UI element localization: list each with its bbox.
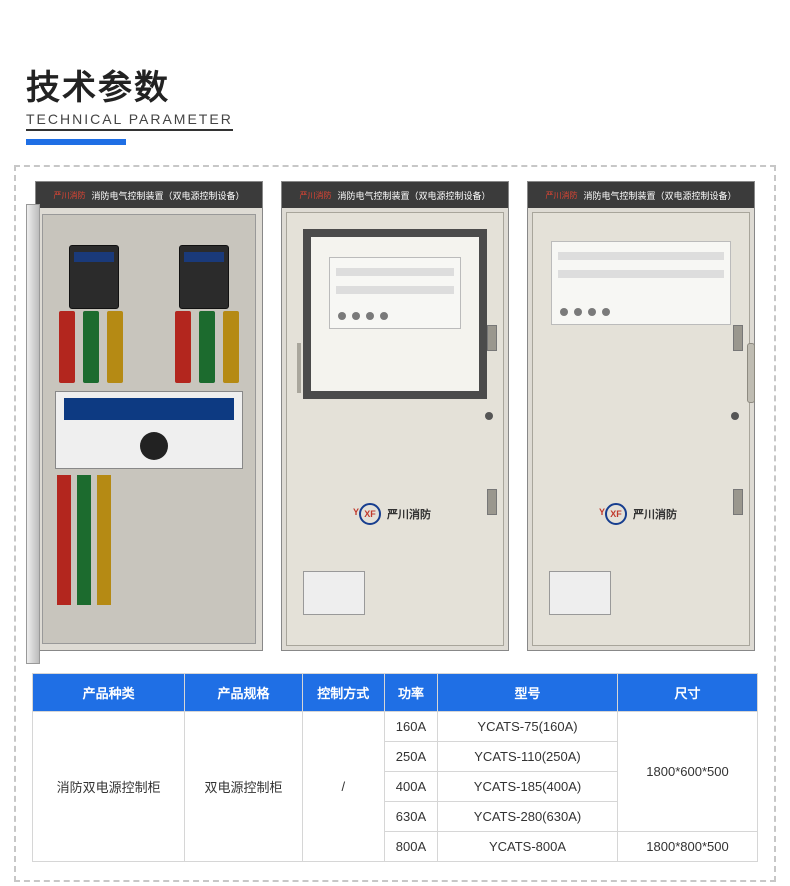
th-model: 型号 [438, 674, 618, 712]
busbars [55, 311, 243, 383]
page-header: 技术参数 TECHNICAL PARAMETER [0, 0, 790, 145]
breaker-left [69, 245, 119, 309]
cabinet-closed-window: 严川消防 消防电气控制装置（双电源控制设备） X [281, 181, 509, 651]
logo-mark-icon: XF [359, 503, 381, 525]
cell-power: 400A [384, 772, 437, 802]
hinge-icon [487, 325, 497, 351]
logo-mark-icon: XF [605, 503, 627, 525]
cell-size: 1800*800*500 [618, 832, 758, 862]
breaker-right [179, 245, 229, 309]
brand-label: 严川消防 [53, 190, 85, 201]
cabinet-interior [42, 214, 256, 644]
hinge-icon [487, 489, 497, 515]
th-control: 控制方式 [302, 674, 384, 712]
door-window [303, 229, 487, 399]
cabinet-closed-solid: 严川消防 消防电气控制装置（双电源控制设备） XF 严川消防 [527, 181, 755, 651]
cell-power: 250A [384, 742, 437, 772]
top-accent-stripe [0, 0, 790, 14]
cell-model: YCATS-110(250A) [438, 742, 618, 772]
control-panel [551, 241, 731, 325]
cell-model: YCATS-800A [438, 832, 618, 862]
cabinet-open: 严川消防 消防电气控制装置（双电源控制设备） [35, 181, 263, 651]
cell-model: YCATS-75(160A) [438, 712, 618, 742]
brand-text: 严川消防 [633, 506, 677, 522]
nameplate [303, 571, 365, 615]
cabinet-header: 严川消防 消防电气控制装置（双电源控制设备） [282, 182, 508, 208]
brand-logo: XF 严川消防 [605, 503, 677, 525]
lock-icon [731, 412, 739, 420]
brand-logo: XF 严川消防 [359, 503, 431, 525]
device-label: 消防电气控制装置（双电源控制设备） [583, 189, 736, 202]
transfer-switch [55, 391, 243, 469]
table-row: 消防双电源控制柜 双电源控制柜 / 160A YCATS-75(160A) 18… [33, 712, 758, 742]
th-power: 功率 [384, 674, 437, 712]
title-underline [26, 139, 126, 145]
table-header-row: 产品种类 产品规格 控制方式 功率 型号 尺寸 [33, 674, 758, 712]
cell-power: 160A [384, 712, 437, 742]
title-en: TECHNICAL PARAMETER [26, 111, 233, 131]
hinge-icon [733, 325, 743, 351]
cell-power: 800A [384, 832, 437, 862]
product-images: 严川消防 消防电气控制装置（双电源控制设备） [32, 181, 758, 651]
brand-text: 严川消防 [387, 506, 431, 522]
cell-size: 1800*600*500 [618, 712, 758, 832]
cabinet-door: XF 严川消防 [532, 212, 750, 646]
th-size: 尺寸 [618, 674, 758, 712]
content-frame: 严川消防 消防电气控制装置（双电源控制设备） [14, 165, 776, 882]
door-edge [26, 204, 40, 664]
cell-model: YCATS-185(400A) [438, 772, 618, 802]
lower-busbars [57, 475, 117, 605]
cell-spec: 双电源控制柜 [185, 712, 302, 862]
cell-category: 消防双电源控制柜 [33, 712, 185, 862]
handle-icon [747, 343, 755, 403]
nameplate [549, 571, 611, 615]
title-cn: 技术参数 [26, 60, 764, 109]
hinge-icon [733, 489, 743, 515]
cabinet-header: 严川消防 消防电气控制装置（双电源控制设备） [528, 182, 754, 208]
spec-table: 产品种类 产品规格 控制方式 功率 型号 尺寸 消防双电源控制柜 双电源控制柜 … [32, 673, 758, 862]
cabinet-door: XF 严川消防 [286, 212, 504, 646]
door-bar [297, 343, 301, 393]
cell-control: / [302, 712, 384, 862]
control-panel [329, 257, 461, 329]
cabinet-header: 严川消防 消防电气控制装置（双电源控制设备） [36, 182, 262, 208]
cell-power: 630A [384, 802, 437, 832]
lock-icon [485, 412, 493, 420]
th-spec: 产品规格 [185, 674, 302, 712]
brand-label: 严川消防 [299, 190, 331, 201]
device-label: 消防电气控制装置（双电源控制设备） [91, 189, 244, 202]
cell-model: YCATS-280(630A) [438, 802, 618, 832]
device-label: 消防电气控制装置（双电源控制设备） [337, 189, 490, 202]
brand-label: 严川消防 [545, 190, 577, 201]
th-category: 产品种类 [33, 674, 185, 712]
